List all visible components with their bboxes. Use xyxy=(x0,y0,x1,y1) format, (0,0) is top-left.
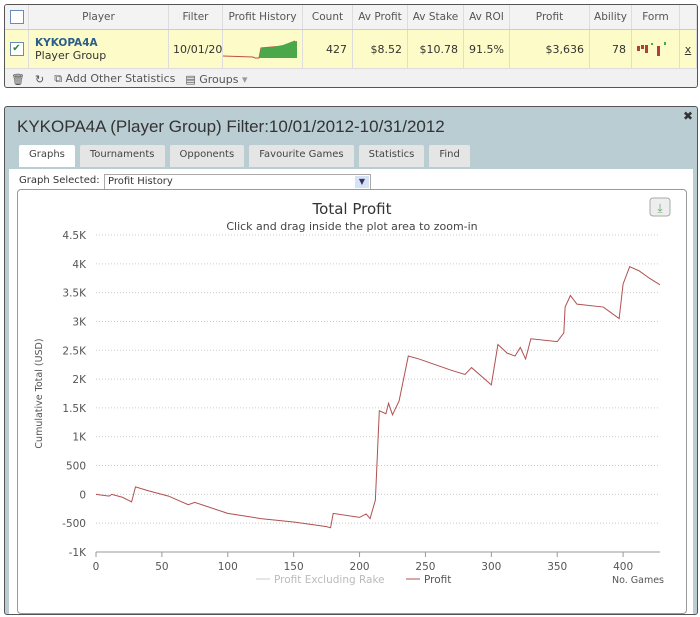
tab-bar: Graphs Tournaments Opponents Favourite G… xyxy=(19,145,470,167)
graph-selected-label: Graph Selected: xyxy=(19,175,100,186)
count-cell: 427 xyxy=(303,30,353,68)
col-profit[interactable]: Profit xyxy=(510,5,590,29)
av-stake-cell: $10.78 xyxy=(408,30,464,68)
close-icon[interactable]: ✖ xyxy=(682,109,693,123)
legend-profit[interactable]: Profit xyxy=(424,574,451,586)
tab-graphs[interactable]: Graphs xyxy=(19,145,75,167)
x-tick-label: 250 xyxy=(415,561,435,573)
graph-select-value: Profit History xyxy=(108,176,173,187)
col-av-stake[interactable]: Av Stake xyxy=(408,5,464,29)
col-av-roi[interactable]: Av ROI xyxy=(464,5,510,29)
x-tick-label: 400 xyxy=(613,561,633,573)
caret-down-icon: ▾ xyxy=(241,72,248,86)
x-tick-label: 300 xyxy=(481,561,501,573)
chart-title: Total Profit xyxy=(312,200,392,218)
y-tick-label: -1K xyxy=(69,547,87,559)
x-tick-label: 200 xyxy=(350,561,370,573)
groups-dropdown[interactable]: ▤ Groups ▾ xyxy=(185,72,248,86)
sparkline xyxy=(223,30,303,68)
y-tick-label: 1.5K xyxy=(62,403,87,415)
y-tick-label: 3.5K xyxy=(62,288,87,300)
player-details-panel: KYKOPA4A (Player Group) Filter:10/01/201… xyxy=(4,106,698,615)
col-ability[interactable]: Ability xyxy=(590,5,632,29)
trash-icon[interactable]: 🗑 xyxy=(11,72,25,86)
y-tick-label: 500 xyxy=(66,461,86,473)
col-profit-history[interactable]: Profit History xyxy=(223,5,303,29)
x-tick-label: 100 xyxy=(218,561,238,573)
av-roi-cell: 91.5% xyxy=(464,30,510,68)
profit-cell: $3,636 xyxy=(510,30,590,68)
download-icon[interactable] xyxy=(649,197,671,217)
tab-statistics[interactable]: Statistics xyxy=(358,145,425,167)
table-footer: 🗑 ↻ ⧉ Add Other Statistics ▤ Groups ▾ xyxy=(5,69,697,87)
table-row[interactable]: ✔ KYKOPA4A Player Group 10/01/20 427 $8.… xyxy=(5,30,697,69)
col-filter[interactable]: Filter xyxy=(169,5,223,29)
tab-tournaments[interactable]: Tournaments xyxy=(79,145,165,167)
refresh-icon[interactable]: ↻ xyxy=(34,72,45,86)
y-axis-label: Cumulative Total (USD) xyxy=(34,338,45,448)
player-name-link[interactable]: KYKOPA4A xyxy=(35,36,98,49)
col-count[interactable]: Count xyxy=(303,5,353,29)
y-tick-label: 4.5K xyxy=(62,230,87,242)
y-tick-label: 1K xyxy=(72,432,87,444)
x-tick-label: 0 xyxy=(93,561,100,573)
player-type: Player Group xyxy=(35,48,107,62)
groups-label: Groups xyxy=(199,72,239,86)
y-tick-label: 2K xyxy=(72,374,87,386)
filter-cell: 10/01/20 xyxy=(169,30,223,68)
y-tick-label: 3K xyxy=(72,316,87,328)
legend-profit-excluding-rake[interactable]: Profit Excluding Rake xyxy=(274,574,385,586)
graph-select[interactable]: Profit History ▼ xyxy=(104,174,371,190)
tab-favourite-games[interactable]: Favourite Games xyxy=(249,145,354,167)
row-checkbox[interactable]: ✔ xyxy=(5,30,29,68)
add-statistics-button[interactable]: ⧉ Add Other Statistics xyxy=(54,72,175,86)
y-tick-label: 4K xyxy=(72,259,87,271)
y-tick-label: 0 xyxy=(79,489,86,501)
add-statistics-label: Add Other Statistics xyxy=(65,72,176,85)
col-form[interactable]: Form xyxy=(632,5,680,29)
col-player[interactable]: Player xyxy=(29,5,169,29)
x-tick-label: 350 xyxy=(547,561,567,573)
select-all-checkbox[interactable] xyxy=(5,5,29,29)
window-icon: ⧉ xyxy=(54,72,66,85)
chart-subtitle: Click and drag inside the plot area to z… xyxy=(226,220,477,233)
y-tick-label: -500 xyxy=(62,518,86,530)
x-tick-label: 50 xyxy=(155,561,168,573)
av-profit-cell: $8.52 xyxy=(353,30,408,68)
profit-series-line xyxy=(95,266,661,529)
download-arrow-icon: ⤓ xyxy=(657,201,663,215)
col-av-profit[interactable]: Av Profit xyxy=(353,5,408,29)
chevron-down-icon: ▼ xyxy=(355,176,369,188)
tab-content: Graph Selected: Profit History ▼ Total Pr… xyxy=(9,169,693,614)
form-chart xyxy=(632,30,680,68)
ability-cell: 78 xyxy=(590,30,632,68)
x-axis-label: No. Games xyxy=(612,575,664,586)
player-table: Player Filter Profit History Count Av Pr… xyxy=(4,4,698,88)
x-tick-label: 150 xyxy=(284,561,304,573)
table-header: Player Filter Profit History Count Av Pr… xyxy=(5,5,697,30)
panel-title: KYKOPA4A (Player Group) Filter:10/01/201… xyxy=(17,117,445,136)
y-tick-label: 2.5K xyxy=(62,345,87,357)
profit-chart[interactable]: Total Profit Click and drag inside the pl… xyxy=(17,189,687,614)
remove-row-button[interactable]: x xyxy=(680,30,697,68)
tab-find[interactable]: Find xyxy=(429,145,470,167)
tab-opponents[interactable]: Opponents xyxy=(169,145,245,167)
